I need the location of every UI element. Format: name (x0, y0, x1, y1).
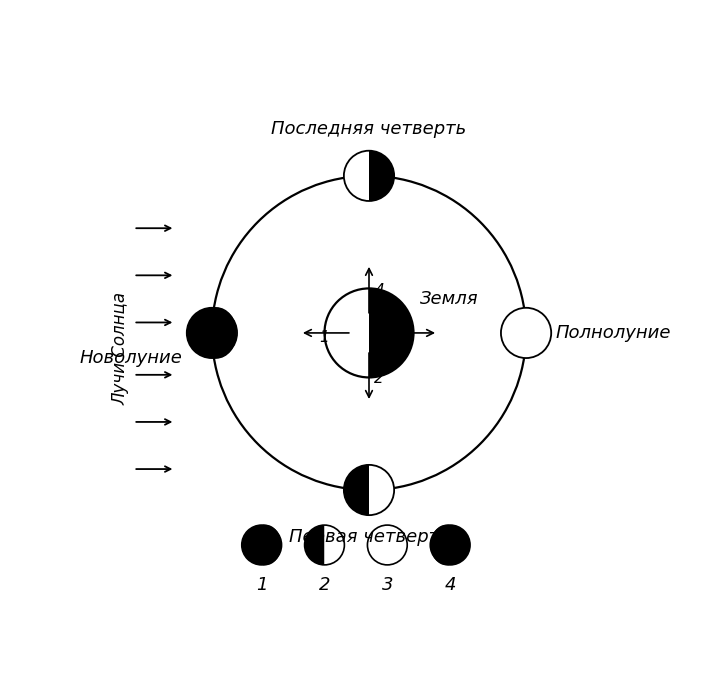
Text: Первая четверть: Первая четверть (289, 528, 449, 546)
Wedge shape (526, 308, 552, 358)
Wedge shape (325, 525, 344, 565)
Circle shape (186, 308, 237, 358)
Circle shape (501, 308, 552, 358)
Text: 4: 4 (444, 577, 456, 594)
Ellipse shape (196, 307, 237, 358)
Text: Земля: Земля (420, 290, 478, 309)
Text: 4: 4 (374, 283, 384, 298)
Text: 3: 3 (402, 330, 412, 345)
Text: 2: 2 (319, 577, 330, 594)
Circle shape (242, 525, 282, 565)
Wedge shape (344, 465, 369, 515)
Text: Полнолуние: Полнолуние (555, 324, 671, 342)
Text: 1: 1 (320, 330, 329, 345)
Wedge shape (369, 288, 413, 377)
Wedge shape (212, 308, 237, 358)
Ellipse shape (431, 524, 463, 565)
Ellipse shape (249, 524, 282, 565)
Circle shape (367, 525, 408, 565)
Wedge shape (369, 151, 394, 201)
Wedge shape (431, 525, 450, 565)
Wedge shape (325, 288, 369, 377)
Wedge shape (305, 525, 325, 565)
Text: 3: 3 (382, 577, 393, 594)
Wedge shape (369, 465, 394, 515)
Ellipse shape (510, 307, 551, 358)
Text: 2: 2 (374, 371, 384, 386)
Wedge shape (261, 525, 282, 565)
Text: Последняя четверть: Последняя четверть (271, 120, 467, 137)
Text: Лучи Солнца: Лучи Солнца (112, 292, 130, 405)
Text: 1: 1 (256, 577, 267, 594)
Wedge shape (344, 151, 369, 201)
Text: Новолуние: Новолуние (80, 349, 183, 367)
Wedge shape (450, 525, 470, 565)
